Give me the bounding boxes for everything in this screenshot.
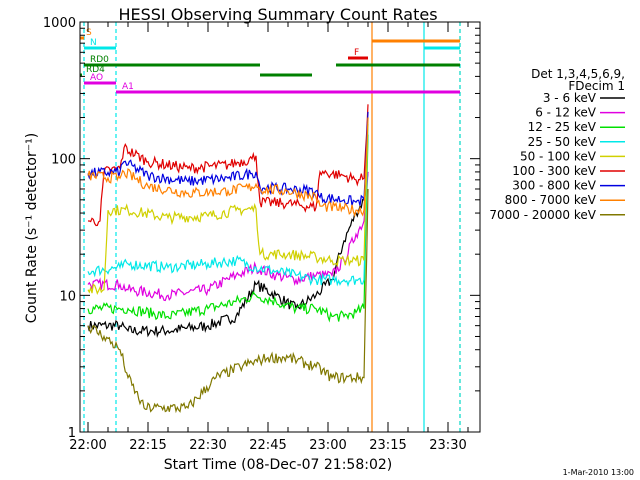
legend-label: 100 - 300 keV: [512, 164, 596, 178]
flag-label: N: [90, 38, 97, 48]
x-axis-label: Start Time (08-Dec-07 21:58:02): [164, 457, 392, 473]
legend-label: 12 - 25 keV: [528, 120, 597, 134]
flag-label: S: [86, 28, 92, 38]
flag-label: RD4: [86, 65, 105, 75]
legend-label: 50 - 100 keV: [520, 149, 597, 163]
flag-label: A1: [122, 82, 134, 92]
legend-label: 3 - 6 keV: [543, 91, 597, 105]
x-tick-label: 23:00: [309, 438, 346, 453]
x-tick-label: 22:15: [129, 438, 166, 453]
series-line: [87, 117, 369, 218]
flag-label: F: [354, 48, 359, 58]
y-axis-label: Count Rate (s⁻¹ detector⁻¹): [24, 133, 40, 323]
legend-header: Det 1,3,4,5,6,9, FDecim 1: [531, 67, 625, 93]
axis-layer: 1 10 100 1000 22:00 22:15 22:30 22:45 23:00 23:15…: [43, 16, 481, 453]
y-tick-label: 100: [51, 153, 76, 168]
plot-frame: [79, 21, 481, 433]
legend-header-line: Det 1,3,4,5,6,9,: [531, 67, 625, 81]
x-tick-label: 23:15: [369, 438, 406, 453]
series-line: [87, 171, 369, 302]
legend-header-line: FDecim 1: [568, 79, 625, 93]
y-tick-label: 10: [59, 289, 76, 304]
x-tick-label: 22:30: [189, 438, 226, 453]
series-line: [88, 104, 369, 227]
series-line: [87, 117, 369, 296]
x-tick-label: 22:00: [69, 438, 106, 453]
footer-date-stamp: 1-Mar-2010 13:00: [563, 468, 634, 477]
y-tick-label: 1000: [43, 16, 76, 31]
chart-title: HESSI Observing Summary Count Rates: [118, 5, 437, 24]
flag-label: AO: [90, 73, 103, 83]
series-line: [87, 188, 369, 414]
legend-label: 25 - 50 keV: [528, 135, 597, 149]
series-line: [87, 171, 369, 338]
series-line: [87, 123, 369, 288]
y-tick-label: 1: [68, 426, 76, 441]
series-line: [87, 134, 369, 323]
series-line: [87, 111, 369, 206]
legend-label: 6 - 12 keV: [535, 106, 597, 120]
x-tick-label: 23:30: [429, 438, 466, 453]
x-tick-label: 22:45: [249, 438, 286, 453]
flag-label: RD0: [90, 55, 109, 65]
legend-label: 800 - 7000 keV: [505, 193, 597, 207]
legend-label: 300 - 800 keV: [512, 179, 596, 193]
legend-label: 7000 - 20000 keV: [489, 208, 596, 222]
